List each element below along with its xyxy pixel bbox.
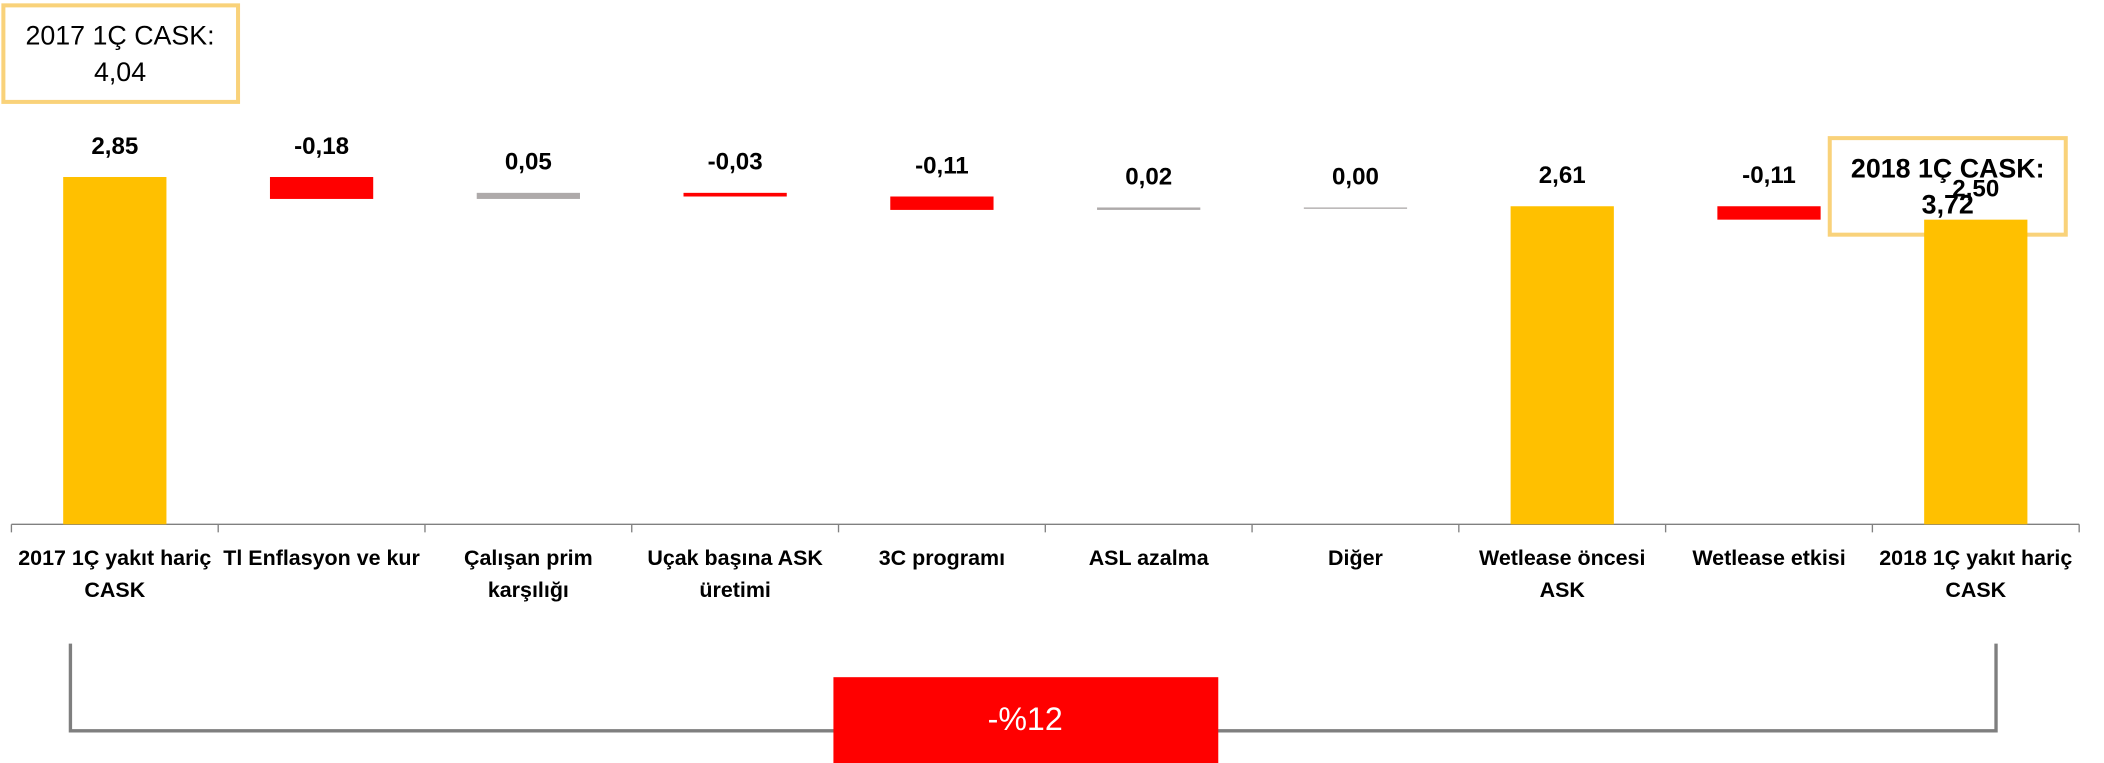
data-label: 2,50 (1952, 176, 1999, 203)
x-tick-label: 2018 1Ç yakıt hariç (1879, 546, 2072, 570)
bar (476, 192, 580, 199)
x-tick-label: karşılığı (488, 578, 569, 602)
x-tick-label: ASK (1540, 578, 1586, 602)
x-tick-label: 3C programı (879, 546, 1005, 570)
bar (1717, 206, 1821, 220)
bar (1924, 219, 2028, 525)
bar (1303, 207, 1408, 209)
data-label: 0,05 (505, 149, 552, 176)
data-label: 2,61 (1539, 162, 1586, 189)
annotation-text: 3,72 (1922, 190, 1974, 220)
x-tick-label: Wetlease etkisi (1692, 546, 1845, 570)
bar (1510, 206, 1614, 525)
annotation-text: -%12 (988, 701, 1063, 737)
data-label: -0,11 (1742, 162, 1796, 189)
x-tick-label: Diğer (1328, 546, 1383, 570)
data-label: 0,02 (1125, 163, 1172, 190)
x-tick-label: ASL azalma (1089, 546, 1210, 570)
bar (890, 196, 994, 210)
annotation-text: 2017 1Ç CASK: (25, 21, 214, 51)
x-tick-label: Uçak başına ASK (647, 546, 823, 570)
bar (683, 192, 787, 197)
annotation-box (833, 677, 1219, 763)
data-label: -0,18 (294, 133, 349, 160)
annotation-text: 2018 1Ç CASK: (1851, 153, 2045, 183)
bar (63, 177, 167, 525)
annotation-box (1, 3, 241, 104)
x-tick-label: üretimi (699, 578, 770, 602)
bar (1097, 207, 1201, 210)
x-tick-label: Tl Enflasyon ve kur (223, 546, 420, 570)
x-tick-label: 2017 1Ç yakıt hariç (18, 546, 211, 570)
data-label: -0,03 (708, 149, 763, 176)
data-label: -0,11 (915, 152, 969, 179)
data-label: 2,85 (91, 133, 138, 160)
x-tick-label: Çalışan prim (464, 546, 593, 570)
x-tick-label: Wetlease öncesi (1479, 546, 1645, 570)
annotation-text: 4,04 (94, 57, 146, 87)
bar (269, 177, 374, 199)
x-tick-label: CASK (84, 578, 145, 602)
x-tick-label: CASK (1945, 578, 2006, 602)
data-label: 0,00 (1332, 163, 1379, 190)
